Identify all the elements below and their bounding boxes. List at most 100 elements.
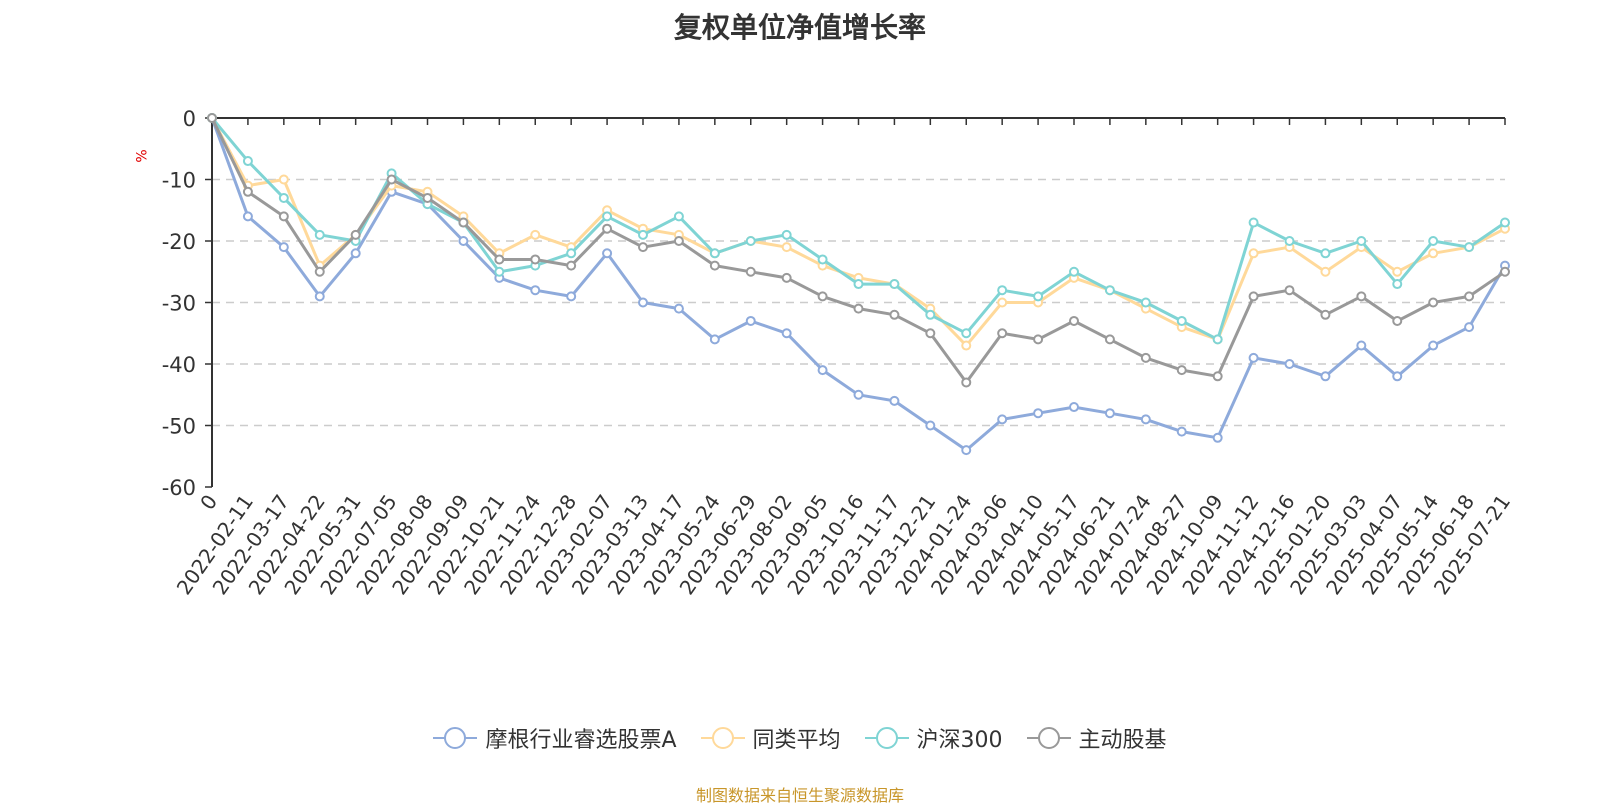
series-3-point (1320, 248, 1331, 259)
series-4-point (781, 272, 792, 283)
series-1-point (458, 236, 469, 246)
series-4-point (386, 174, 397, 185)
series-1-point (350, 248, 361, 259)
legend-item-series-2[interactable]: 同类平均 (700, 722, 841, 754)
series-1-point (1176, 426, 1187, 437)
series-1-point (530, 285, 541, 296)
series-1-point (889, 395, 900, 406)
series-4-point (817, 291, 828, 302)
series-1-point (997, 414, 1008, 425)
series-4-point (1500, 266, 1510, 277)
series-1-point (1033, 408, 1044, 419)
series-4-point (1140, 352, 1151, 363)
series-4-point (494, 254, 505, 265)
series-3-point (1104, 285, 1115, 296)
series-4-point (1104, 334, 1115, 345)
series-4-point (1033, 334, 1044, 345)
tick-labels: 0-10-20-30-40-50-6002022-02-112022-03-17… (162, 107, 1515, 599)
series-1-point (1464, 322, 1475, 333)
series-4-point (458, 217, 469, 228)
series-3-point (1069, 266, 1079, 277)
y-tick-label: -40 (162, 353, 196, 377)
series-3-point (1464, 242, 1475, 253)
series-1-point (781, 328, 792, 339)
series-1-point (925, 420, 936, 431)
series-1-point (314, 291, 325, 302)
series-1-point (961, 445, 972, 456)
series-lines (207, 113, 1510, 456)
series-2-point (530, 229, 541, 240)
legend-label: 摩根行业睿选股票A (485, 728, 677, 753)
series-3-point (1500, 217, 1510, 228)
series-1-point (817, 365, 828, 376)
y-tick-label: 0 (183, 107, 196, 131)
series-4-point (242, 186, 253, 197)
series-3-point (997, 285, 1008, 296)
legend-label: 主动股基 (1078, 728, 1167, 753)
series-1-point (1104, 408, 1115, 419)
series-4-point (638, 242, 648, 253)
legend-marker-icon (864, 726, 909, 750)
series-2-point (278, 174, 289, 185)
series-1-point (566, 291, 577, 302)
series-4-point (997, 328, 1008, 339)
grid-lines (212, 178, 1505, 427)
axes (205, 117, 1506, 488)
series-3-point (1248, 217, 1259, 228)
series-1-point (638, 297, 648, 308)
series-4-point (1248, 291, 1259, 302)
series-3-point (602, 211, 613, 222)
series-2-point (1428, 248, 1439, 259)
series-3-point (781, 229, 792, 240)
series-2-point (1320, 266, 1331, 277)
series-3-point (242, 156, 253, 167)
series-4-point (961, 377, 972, 388)
series-3-point (314, 229, 325, 240)
series-3-point (638, 229, 648, 240)
series-4-point (1176, 365, 1187, 376)
series-4-point (530, 254, 541, 265)
series-4-point (1069, 315, 1079, 326)
legend-item-series-3[interactable]: 沪深300 (864, 722, 1003, 754)
series-1-point (1140, 414, 1151, 425)
series-1-point (1284, 359, 1295, 369)
series-4-point (853, 303, 864, 314)
series-4-point (350, 229, 361, 240)
series-1-point (853, 389, 864, 400)
series-1-point (1248, 352, 1259, 363)
y-tick-label: -10 (162, 169, 196, 193)
series-4-point (1356, 291, 1367, 302)
series-3-point (745, 236, 756, 246)
series-1-point (1428, 340, 1439, 351)
legend-item-series-1[interactable]: 摩根行业睿选股票A (433, 722, 677, 754)
series-3-point (566, 248, 577, 259)
series-3-point (817, 254, 828, 265)
legend: 摩根行业睿选股票A 同类平均 沪深300 主动股基 (0, 722, 1600, 754)
x-tick-label: 0 (195, 490, 222, 514)
legend-marker-icon (1026, 726, 1071, 750)
series-3-point (278, 192, 289, 203)
y-tick-label: -30 (162, 292, 196, 316)
y-tick-label: -50 (162, 415, 196, 439)
series-4-point (1428, 297, 1439, 308)
series-1-point (602, 248, 613, 259)
chart-title: 复权单位净值增长率 (673, 11, 926, 44)
series-1-point (1212, 432, 1223, 443)
series-1-point (673, 303, 684, 314)
series-3-point (853, 279, 864, 290)
series-2-point (997, 297, 1008, 308)
legend-item-series-4[interactable]: 主动股基 (1026, 722, 1167, 754)
series-3-point (673, 211, 684, 222)
series-4-point (602, 223, 613, 234)
series-1-point (1069, 402, 1079, 413)
series-3-point (1356, 236, 1367, 246)
series-2-point (1248, 248, 1259, 259)
legend-label: 沪深300 (916, 728, 1003, 753)
series-4-point (709, 260, 720, 271)
series-3-point (1284, 236, 1295, 246)
series-4-point (1464, 291, 1475, 302)
series-1-point (278, 242, 289, 253)
series-1-point (1392, 371, 1403, 382)
series-3-point (889, 279, 900, 290)
